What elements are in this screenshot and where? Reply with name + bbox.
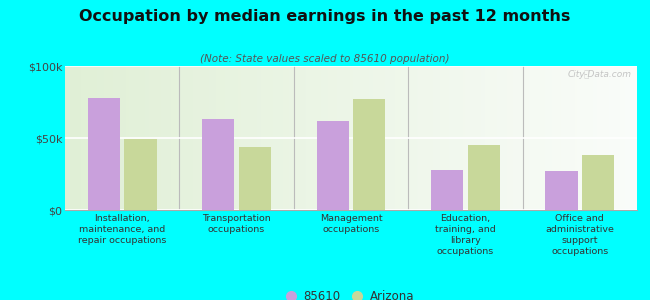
Bar <box>317 121 348 210</box>
Bar <box>545 171 577 210</box>
Legend: 85610, Arizona: 85610, Arizona <box>283 285 419 300</box>
Bar <box>88 98 120 210</box>
Text: (Note: State values scaled to 85610 population): (Note: State values scaled to 85610 popu… <box>200 54 450 64</box>
Bar <box>468 145 500 210</box>
Bar <box>239 147 271 210</box>
Bar <box>431 170 463 210</box>
Bar <box>582 155 614 210</box>
Text: City-Data.com: City-Data.com <box>567 70 631 79</box>
Bar <box>202 119 234 210</box>
Bar <box>354 99 385 210</box>
Bar <box>125 140 157 210</box>
Text: Occupation by median earnings in the past 12 months: Occupation by median earnings in the pas… <box>79 9 571 24</box>
Text: Ⓜ: Ⓜ <box>583 70 588 79</box>
